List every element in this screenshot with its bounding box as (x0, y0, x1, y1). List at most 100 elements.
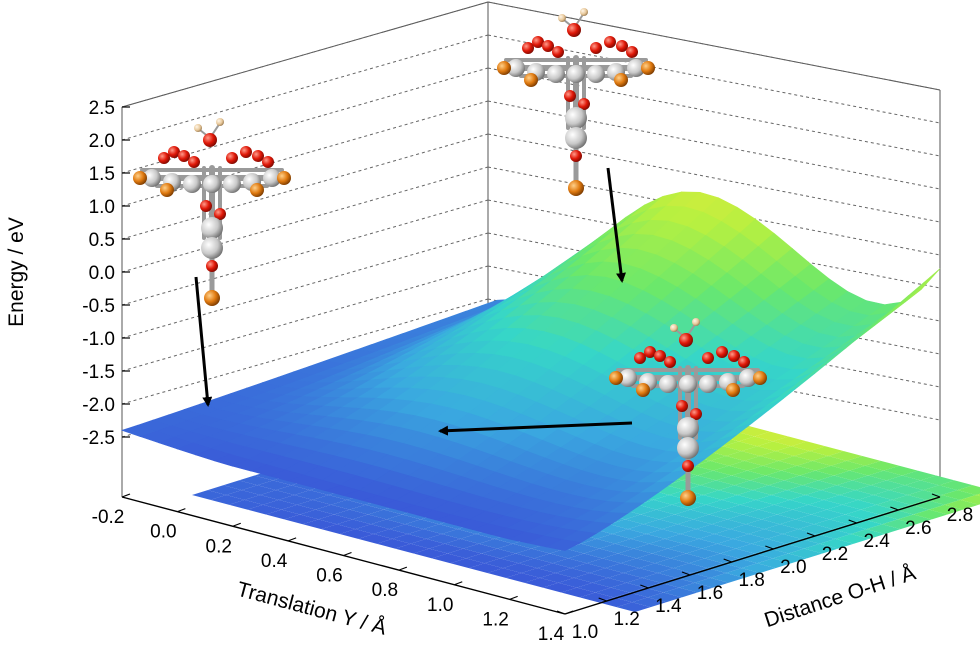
heatmap-cell (889, 485, 924, 495)
heatmap-cell (368, 509, 403, 520)
heatmap-cell (281, 504, 316, 515)
heatmap-cell (738, 553, 773, 564)
heatmap-cell (798, 524, 833, 534)
z-tick-label: 1.5 (89, 164, 115, 185)
heatmap-cell (571, 563, 606, 573)
heatmap-cell (797, 460, 832, 471)
heatmap-cell (676, 573, 711, 583)
heatmap-cell (636, 553, 671, 564)
carbon-atom (183, 175, 201, 193)
carbon-atom (679, 375, 697, 393)
carbon-atom (565, 107, 587, 129)
heatmap-cell (792, 504, 827, 515)
y-tick-label: 2.2 (822, 544, 848, 565)
x-tick-label: 0.0 (150, 522, 176, 543)
box-edge-top-left (121, 1, 489, 108)
heatmap-cell (355, 524, 390, 534)
heatmap-cell (423, 524, 458, 534)
arrow-right (438, 421, 633, 436)
heatmap-cell (558, 577, 593, 588)
heatmap-cell (642, 573, 677, 583)
heatmap-cell (701, 543, 736, 554)
heatmap-cell (555, 568, 590, 578)
heatmap-cell (691, 568, 726, 578)
heatmap-cell (447, 548, 482, 559)
heatmap-cell (644, 582, 680, 593)
oxygen-atom (203, 133, 217, 147)
heatmap-cell (612, 529, 647, 539)
heatmap-cell (866, 524, 901, 534)
y-tick-label: 1.8 (738, 570, 764, 591)
heatmap-cell (778, 456, 813, 466)
heatmap-cell (785, 538, 820, 549)
heatmap-cell (640, 509, 675, 520)
heatmap-cell (694, 577, 729, 588)
copper-atom (726, 383, 740, 397)
heatmap-cell (708, 509, 743, 520)
z-tick-label: -2.5 (82, 428, 115, 449)
heatmap-cell (693, 514, 728, 525)
heatmap-cell (620, 558, 655, 569)
oxygen-atom (702, 352, 714, 364)
heatmap-cell (831, 460, 866, 471)
heatmap-cell (815, 465, 850, 476)
oxygen-atom (552, 46, 564, 58)
heatmap-cell (542, 582, 577, 593)
oxygen-atom (728, 350, 740, 362)
heatmap-cell (413, 548, 448, 559)
heatmap-cell (757, 441, 792, 452)
hydrogen-atom (216, 118, 224, 126)
heatmap-cell (568, 553, 603, 564)
heatmap-cell (630, 534, 665, 544)
heatmap-cell (747, 465, 782, 476)
copper-atom (277, 171, 291, 185)
heatmap-cell (647, 592, 682, 603)
heatmap-cell (923, 485, 958, 495)
heatmap-cell (902, 470, 937, 481)
oxygen-atom (200, 200, 212, 212)
heatmap-cell (654, 558, 689, 569)
oxygen-atom (626, 46, 638, 58)
y-tick-label: 1.6 (697, 583, 723, 604)
heatmap-cell (521, 568, 556, 578)
heatmap-cell (764, 524, 799, 534)
heatmap-cell (500, 553, 535, 564)
heatmap-cell (407, 529, 442, 539)
heatmap-cell (725, 568, 760, 578)
oxygen-atom (178, 150, 190, 162)
heatmap-cell (358, 534, 393, 544)
heatmap-cell (649, 538, 684, 549)
heatmap-cell (754, 548, 789, 559)
z-tick-label: 2.0 (89, 131, 115, 152)
heatmap-cell (944, 499, 979, 510)
heatmap-cell (868, 470, 903, 481)
hydrogen-atom (558, 14, 566, 22)
oxygen-atom (240, 146, 252, 158)
heatmap-cell (802, 480, 837, 491)
oxygen-atom (158, 152, 170, 164)
heatmap-cell (392, 534, 427, 544)
heatmap-cell (441, 529, 476, 539)
heatmap-cell (684, 485, 719, 495)
y-tick-label: 2.8 (947, 505, 973, 526)
carbon-atom (677, 437, 699, 459)
heatmap-cell (835, 534, 870, 544)
heatmap-cell (595, 587, 630, 598)
heatmap-cell (750, 475, 785, 486)
heatmap-cell (741, 446, 776, 456)
heatmap-cell (657, 568, 692, 578)
oxygen-atom (616, 40, 628, 52)
heatmap-cell (913, 509, 948, 520)
heatmap-cell (727, 514, 762, 525)
heatmap-cell (659, 514, 694, 525)
oxygen-atom (206, 260, 218, 272)
heatmap-cell (804, 543, 839, 554)
heatmap-cell (721, 495, 756, 505)
heatmap-cell (894, 504, 930, 515)
carbon-atom (547, 65, 565, 83)
x-tick-label: 1.4 (538, 624, 565, 645)
copper-atom (614, 73, 628, 87)
heatmap-cell (639, 563, 674, 573)
heatmap-cell (707, 563, 742, 573)
heatmap-cell (583, 548, 618, 559)
